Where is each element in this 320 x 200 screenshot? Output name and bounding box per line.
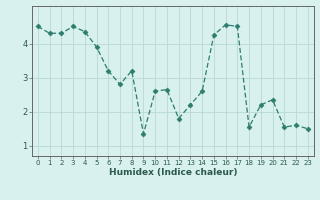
X-axis label: Humidex (Indice chaleur): Humidex (Indice chaleur) (108, 168, 237, 177)
